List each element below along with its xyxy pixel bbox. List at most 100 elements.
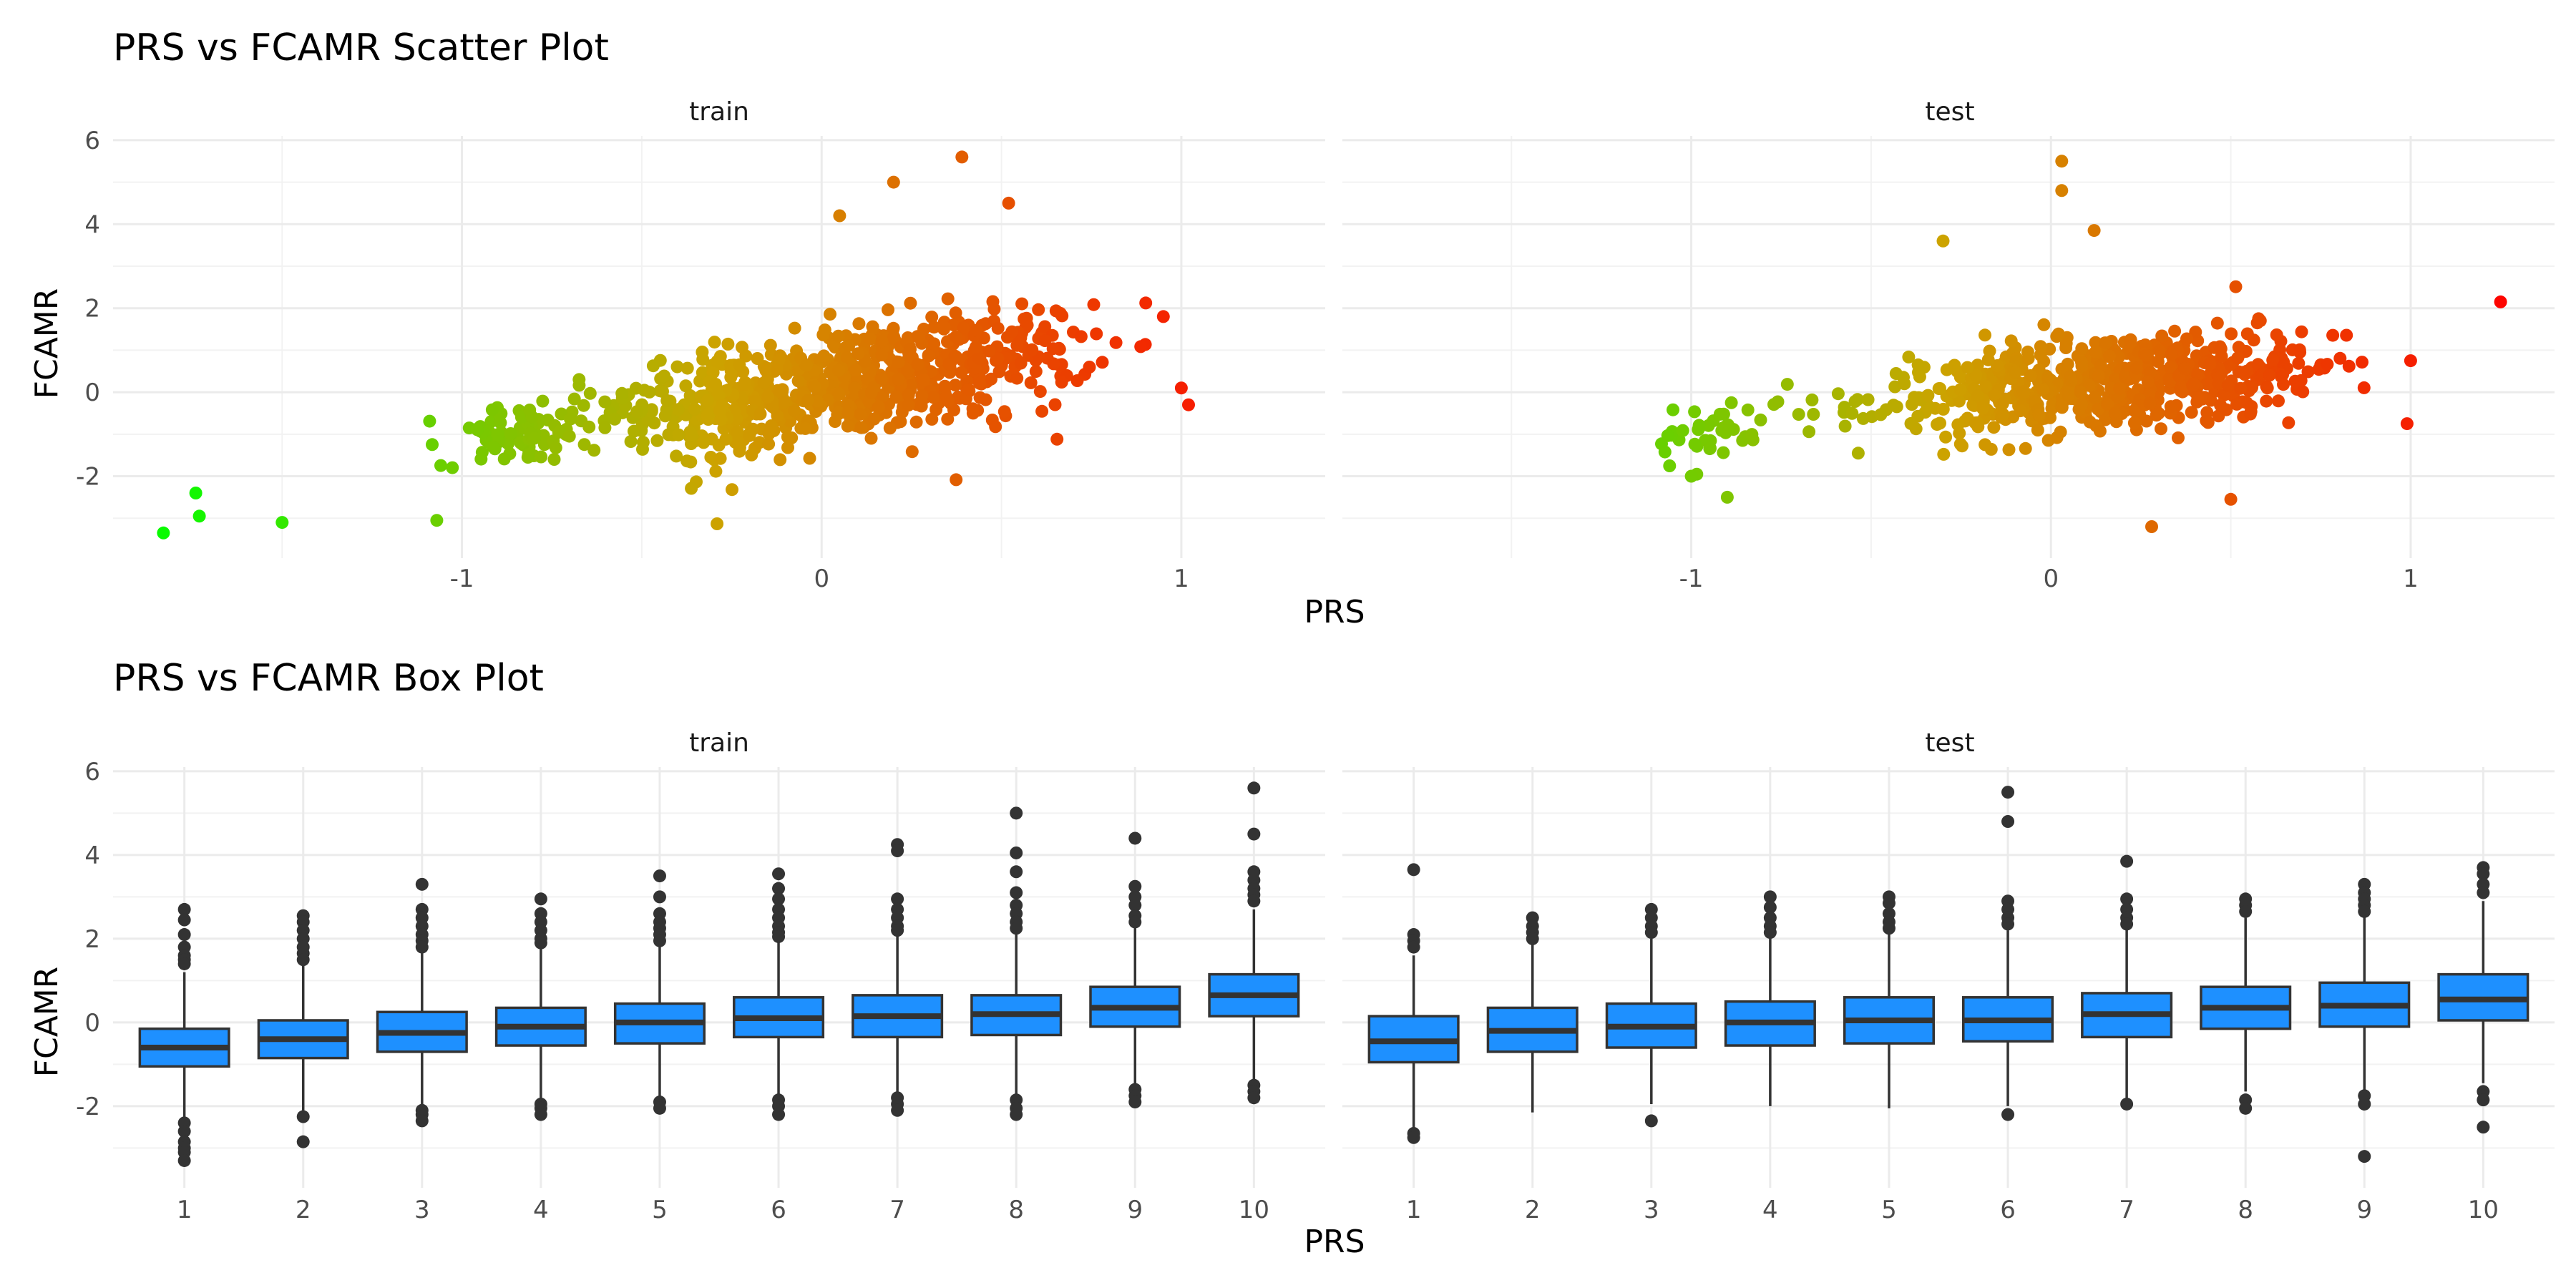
box-outlier [2358, 1097, 2371, 1111]
scatter-point [2075, 342, 2089, 356]
scatter-point [713, 452, 727, 465]
y-tick-label: 0 [84, 1009, 100, 1038]
scatter-point [711, 355, 724, 368]
scatter-point [2225, 327, 2238, 341]
scatter-point [1083, 361, 1096, 374]
scatter-point [536, 394, 550, 408]
scatter-point [2174, 384, 2187, 398]
scatter-point [2036, 383, 2049, 396]
scatter-point [1134, 340, 1148, 353]
x-tick-label: 4 [533, 1196, 549, 1224]
scatter-point [957, 321, 970, 335]
scatter-point [1692, 421, 1706, 435]
x-tick-label: 9 [1127, 1196, 1143, 1224]
scatter-point [643, 385, 656, 399]
scatter-point [2024, 369, 2037, 382]
scatter-point [2141, 375, 2155, 389]
scatter-point [1971, 416, 1984, 429]
scatter-point [2094, 358, 2107, 372]
scatter-point [671, 403, 685, 416]
scatter-point [2240, 364, 2254, 378]
scatter-point [1109, 336, 1123, 349]
scatter-point [701, 394, 714, 407]
scatter-point [2099, 336, 2112, 350]
scatter-point [1979, 380, 1992, 394]
scatter-point [982, 344, 996, 358]
scatter-point [882, 303, 894, 316]
box-outlier [2239, 904, 2253, 918]
scatter-point [688, 402, 701, 416]
scatter-point [966, 402, 980, 416]
scatter-point [2092, 369, 2105, 382]
scatter-point [801, 394, 814, 407]
scatter-point [949, 306, 962, 320]
scatter-point [1174, 381, 1188, 395]
scatter-point [608, 412, 621, 426]
scatter-point [1807, 408, 1820, 421]
scatter-point [1845, 406, 1859, 420]
scatter-point [731, 425, 744, 439]
scatter-point [1952, 394, 1966, 408]
scatter-point [2164, 361, 2177, 374]
scatter-point [1996, 408, 2010, 421]
scatter-point [192, 509, 206, 523]
scatter-point [777, 396, 790, 409]
scatter-point [817, 349, 831, 363]
scatter-point [1658, 445, 1672, 459]
scatter-point [2151, 355, 2165, 369]
scatter-point [2266, 353, 2280, 367]
box-outlier [1882, 922, 1896, 935]
scatter-point [2404, 354, 2417, 368]
scatter-point [2295, 325, 2308, 338]
box-outlier [2358, 904, 2371, 918]
scatter-point [770, 363, 784, 376]
scatter-point [904, 296, 917, 310]
scatter-point [2187, 377, 2200, 391]
box-outlier [1407, 940, 1420, 954]
scatter-point [854, 407, 867, 421]
scatter-point [564, 412, 577, 426]
scatter-point [788, 321, 801, 335]
scatter-point [866, 320, 879, 333]
scatter-point [157, 526, 170, 540]
x-tick-label: 10 [1239, 1196, 1269, 1224]
scatter-point [491, 428, 504, 441]
scatter-point [2240, 327, 2254, 341]
scatter-point [791, 374, 805, 388]
box-y-axis-title: FCAMR [29, 967, 65, 1078]
scatter-point [1933, 382, 1946, 395]
box-outlier [1128, 899, 1142, 912]
scatter-point [2333, 351, 2347, 365]
scatter-point [875, 372, 888, 385]
scatter-point [2044, 411, 2057, 424]
scatter-point [2055, 184, 2069, 197]
scatter-point [1971, 389, 1984, 403]
scatter-point [697, 436, 711, 449]
scatter-point [2321, 358, 2334, 371]
scatter-point [892, 373, 905, 386]
box-outlier [2477, 1121, 2490, 1134]
scatter-point [679, 379, 693, 393]
scatter-point [2017, 386, 2031, 400]
scatter-point [824, 308, 836, 321]
scatter-point [636, 442, 649, 456]
box-outlier [653, 1101, 666, 1115]
y-tick-label: 2 [84, 925, 100, 954]
scatter-point [751, 352, 764, 365]
scatter-point [917, 373, 930, 386]
scatter-point [1911, 409, 1925, 423]
box-outlier [1247, 827, 1261, 841]
box-panel-train: 1 2 3 4 5 6 7 8 9 10 6 4 2 0 -2 [76, 758, 1325, 1224]
scatter-point [567, 392, 581, 406]
scatter-point [2212, 371, 2226, 384]
scatter-point [1020, 311, 1033, 325]
scatter-point [1745, 428, 1759, 441]
box-outlier [2001, 815, 2015, 829]
scatter-point [841, 419, 854, 433]
scatter-point [525, 410, 539, 424]
box-outlier [772, 930, 786, 943]
y-tick-label: 6 [84, 127, 100, 155]
scatter-point [1953, 371, 1967, 384]
scatter-point [709, 378, 723, 391]
scatter-point [709, 464, 723, 478]
